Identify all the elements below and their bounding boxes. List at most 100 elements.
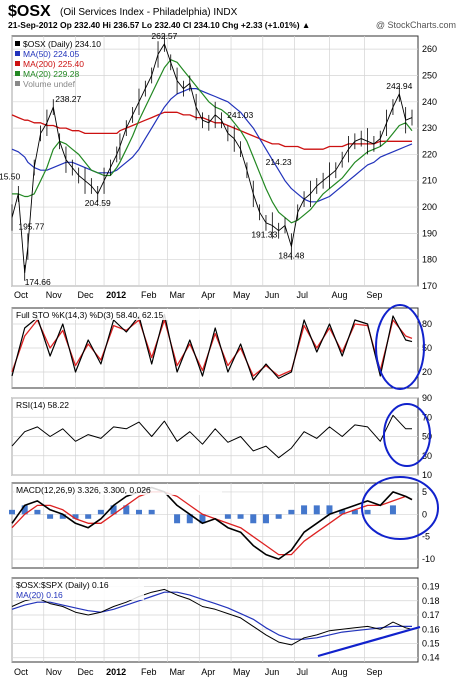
macd-histogram-bar xyxy=(224,514,231,519)
macd-histogram-bar xyxy=(34,509,41,515)
rsi-line xyxy=(11,414,412,459)
ratio-title: $OSX:$SPX (Daily) 0.16 xyxy=(16,580,109,590)
x-axis-label: Feb xyxy=(141,290,157,300)
price-ytick-label: 260 xyxy=(422,44,437,54)
ratio-trendline xyxy=(317,625,421,658)
x-axis-label: Mar xyxy=(170,290,186,300)
price-legend-entry: MA(50) 224.05 xyxy=(23,49,79,59)
legend-swatch xyxy=(15,41,20,46)
macd-ytick-label: -10 xyxy=(422,554,435,564)
price-ytick-label: 230 xyxy=(422,123,437,133)
rsi-title-bg xyxy=(14,399,100,410)
rsi-highlight-ellipse xyxy=(383,403,431,467)
price-annotation: 204.59 xyxy=(85,198,111,208)
legend-swatch xyxy=(15,51,20,56)
price-annotation: 262.57 xyxy=(151,31,177,41)
macd-histogram-bar xyxy=(148,509,155,515)
price-legend-entry: MA(200) 225.40 xyxy=(23,59,84,69)
macd-histogram-bar xyxy=(339,509,346,515)
macd-histogram-bar xyxy=(21,505,28,515)
price-legend-entry: $OSX (Daily) 234.10 xyxy=(23,39,101,49)
x-axis-label: Jul xyxy=(297,667,309,677)
price-annotation: 191.33 xyxy=(251,229,277,239)
price-annotation: 241.03 xyxy=(227,110,253,120)
x-axis-label: Dec xyxy=(77,290,94,300)
macd-histogram-bar xyxy=(123,505,130,515)
macd-histogram-bar xyxy=(174,514,181,524)
macd-title: MACD(12,26,9) 3.326, 3.300, 0.026 xyxy=(16,485,151,495)
macd-histogram-bar xyxy=(313,505,320,515)
macd-histogram-bar xyxy=(135,509,142,515)
macd-histogram-bar xyxy=(301,505,308,515)
ma50-line xyxy=(11,88,413,203)
chart-symbol: $OSX xyxy=(8,3,51,20)
x-axis-label: 2012 xyxy=(106,290,126,300)
price-ytick-label: 220 xyxy=(422,149,437,159)
price-ytick-label: 240 xyxy=(422,97,437,107)
x-axis-label: Aug xyxy=(331,290,347,300)
macd-ytick-label: -5 xyxy=(422,532,430,542)
x-axis-label: Jun xyxy=(265,667,280,677)
stoch-highlight-ellipse xyxy=(375,304,425,390)
ratio-title-bg xyxy=(14,579,144,600)
rsi-ytick-label: 30 xyxy=(422,451,432,461)
ratio-ma20-line xyxy=(11,591,412,640)
price-annotation: 242.94 xyxy=(386,81,412,91)
macd-histogram-bar xyxy=(351,509,358,515)
macd-histogram-bar xyxy=(47,514,54,519)
price-legend-entry: Volume undef xyxy=(23,79,76,89)
macd-histogram-bar xyxy=(364,509,371,515)
macd-line xyxy=(11,486,413,560)
x-axis-label: Dec xyxy=(77,667,94,677)
ma20-line xyxy=(12,59,413,224)
x-axis-label: Aug xyxy=(331,667,347,677)
stoch-title-bg xyxy=(14,309,210,320)
x-axis-label: Apr xyxy=(201,667,215,677)
price-frame xyxy=(11,35,419,287)
legend-swatch xyxy=(15,61,20,66)
ratio-line xyxy=(11,588,413,646)
x-axis-label: Jun xyxy=(265,290,280,300)
price-line xyxy=(11,43,413,274)
macd-histogram-bar xyxy=(250,514,257,524)
macd-histogram-bar xyxy=(389,505,396,515)
macd-histogram-bar xyxy=(72,514,79,519)
macd-histogram-bar xyxy=(275,514,282,519)
ratio-ytick-label: 0.16 xyxy=(422,624,440,634)
stoch-title: Full STO %K(14,3) %D(3) 58.40, 62.15 xyxy=(16,310,164,320)
stochastic-ytick-label: 80 xyxy=(422,319,432,329)
x-axis-label: Jul xyxy=(297,290,309,300)
legend-swatch xyxy=(15,71,20,76)
macd-histogram-bar xyxy=(9,509,15,515)
macd-histogram-bar xyxy=(186,514,193,524)
macd-histogram-bar xyxy=(237,514,244,519)
ratio-ytick-label: 0.17 xyxy=(422,610,440,620)
price-ytick-label: 190 xyxy=(422,228,437,238)
price-ytick-label: 210 xyxy=(422,176,437,186)
macd-histogram-bar xyxy=(97,509,104,515)
stochastic-ytick-label: 20 xyxy=(422,367,432,377)
x-axis-label: Apr xyxy=(201,290,215,300)
ratio-ytick-label: 0.19 xyxy=(422,582,440,592)
x-axis-label: Oct xyxy=(14,667,29,677)
x-axis-label: Sep xyxy=(366,667,382,677)
x-axis-label: Sep xyxy=(366,290,382,300)
ratio-legend-entry: MA(20) 0.16 xyxy=(16,590,63,600)
price-ytick-label: 170 xyxy=(422,281,437,291)
price-annotation: 184.48 xyxy=(278,251,304,261)
macd-histogram-bar xyxy=(288,509,295,515)
rsi-ytick-label: 10 xyxy=(422,470,432,480)
stochastic-ytick-label: 50 xyxy=(422,343,432,353)
macd-highlight-ellipse xyxy=(361,476,439,540)
macd-ytick-label: 5 xyxy=(422,487,427,497)
x-axis-label: Nov xyxy=(46,667,63,677)
x-axis-label: May xyxy=(233,290,251,300)
price-annotation: 195.77 xyxy=(18,222,44,232)
macd-histogram-bar xyxy=(262,514,269,524)
macd-histogram-bar xyxy=(326,505,333,515)
price-ytick-label: 200 xyxy=(422,202,437,212)
price-legend-entry: MA(20) 229.28 xyxy=(23,69,79,79)
x-axis-label: Oct xyxy=(14,290,29,300)
